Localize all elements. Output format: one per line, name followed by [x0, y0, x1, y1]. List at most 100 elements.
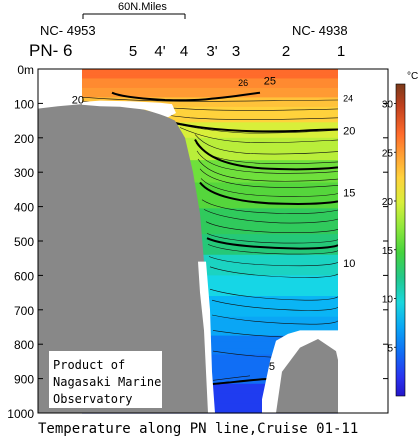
- temperature-band: [82, 145, 338, 154]
- temperature-band: [82, 122, 338, 129]
- no-data-left: [38, 69, 82, 102]
- temperature-band: [82, 81, 338, 86]
- depth-tick-label: 200: [14, 132, 34, 146]
- temperature-band: [82, 296, 338, 304]
- colorbar-ticks: 30 25 20 15 10 5: [382, 100, 396, 354]
- isotherm-label: 26: [238, 78, 248, 88]
- isotherm: [205, 221, 339, 234]
- isotherm: [81, 96, 339, 102]
- isotherm: [196, 150, 339, 174]
- temperature-band: [82, 282, 338, 290]
- seabed-terrain: [38, 69, 388, 414]
- temperature-band: [82, 254, 338, 263]
- temperature-band: [82, 175, 338, 184]
- no-data-shelf: [82, 100, 176, 118]
- depth-tick-label: 900: [14, 373, 34, 387]
- temperature-band: [82, 117, 338, 123]
- temperature-band: [82, 261, 338, 270]
- depth-tick-label: 700: [14, 304, 34, 318]
- depth-tick-label: 300: [14, 166, 34, 180]
- temperature-band: [82, 87, 338, 92]
- note-line-1: Product of: [53, 358, 125, 372]
- isotherm-bold: [194, 139, 339, 171]
- temperature-band: [82, 152, 338, 161]
- colorbar-tick-label: 5: [387, 343, 393, 354]
- temperature-band: [82, 69, 338, 73]
- station-label: 1: [337, 43, 345, 60]
- station-label: 3': [206, 43, 217, 60]
- isotherm: [203, 209, 339, 224]
- colorbar-unit: °C: [407, 71, 418, 82]
- no-data-gap: [198, 261, 215, 413]
- chart-title: Temperature along PN line,Cruise 01-11: [38, 421, 358, 437]
- station-labels: 5 4' 4 3' 3 2 1: [129, 43, 345, 60]
- isotherm: [211, 299, 339, 311]
- station-label: 3: [232, 43, 240, 60]
- isotherm: [209, 266, 339, 278]
- isotherm-labels: 26 25 24 20 20 15 10 5: [72, 75, 356, 373]
- depth-tick-label: 100: [14, 97, 34, 111]
- depth-tick-label: 1000: [7, 407, 34, 421]
- scale-bar: 60N.Miles: [82, 1, 186, 19]
- note-line-2: Nagasaki Marine: [53, 375, 161, 389]
- isotherm: [208, 256, 339, 267]
- temperature-band: [82, 91, 338, 95]
- isotherm: [209, 288, 339, 301]
- isotherm: [179, 127, 339, 144]
- isotherm: [206, 233, 339, 244]
- temperature-band: [82, 268, 338, 276]
- isotherm: [211, 314, 339, 325]
- plot-area: [38, 69, 388, 414]
- temperature-band: [82, 216, 338, 227]
- temperature-band: [82, 234, 338, 242]
- station-label: 2: [282, 43, 290, 60]
- temperature-band: [82, 275, 338, 283]
- observatory-note: Product of Nagasaki Marine Observatory: [49, 351, 162, 408]
- colorbar: [395, 83, 406, 397]
- depth-tick-label: 0m: [17, 63, 34, 77]
- colorbar-tick-label: 20: [382, 197, 394, 208]
- isotherm: [194, 134, 339, 155]
- isotherm-label: 20: [72, 94, 84, 106]
- isotherm: [201, 199, 339, 214]
- depth-axis: 0m 100 200 300 400 500 600 700 800 900 1000: [7, 63, 388, 421]
- isotherm-label: 10: [343, 258, 355, 270]
- temperature-band: [82, 137, 338, 146]
- isotherm-label: 20: [343, 125, 355, 137]
- temperature-band: [82, 160, 338, 169]
- colorbar-tick-label: 25: [382, 148, 394, 159]
- seamount: [276, 339, 350, 413]
- isotherm: [200, 178, 339, 197]
- depth-tick-label: 800: [14, 338, 34, 352]
- station-label: 4': [154, 43, 165, 60]
- temperature-band: [82, 225, 338, 235]
- isotherm: [199, 168, 339, 188]
- station-id-right: NC- 4938: [292, 23, 348, 38]
- isotherm-label: 5: [269, 361, 275, 373]
- isotherm-bold: [206, 237, 339, 250]
- isotherm-label: 24: [343, 94, 353, 104]
- station-id-left: NC- 4953: [40, 23, 96, 38]
- temperature-band: [82, 289, 338, 297]
- continental-slope: [38, 103, 214, 414]
- scale-bar-label: 60N.Miles: [118, 1, 167, 13]
- station-label: 4: [180, 43, 188, 60]
- colorbar-tick-label: 10: [382, 295, 394, 306]
- isotherm-bold: [199, 181, 339, 205]
- depth-tick-label: 400: [14, 201, 34, 215]
- temperature-band: [82, 103, 338, 108]
- isotherm: [212, 350, 276, 358]
- temperature-band: [82, 241, 338, 249]
- colorbar-tick-label: 15: [382, 246, 394, 257]
- depth-tick-label: 500: [14, 235, 34, 249]
- temperature-band: [82, 191, 338, 201]
- temperature-band: [82, 167, 338, 176]
- isotherm: [197, 158, 339, 182]
- temperature-band: [82, 100, 338, 105]
- temperature-band: [82, 75, 338, 80]
- temperature-band: [82, 72, 338, 76]
- isotherm-label: 15: [343, 187, 355, 199]
- no-data-right: [338, 69, 388, 413]
- isotherm-label: 25: [264, 75, 276, 87]
